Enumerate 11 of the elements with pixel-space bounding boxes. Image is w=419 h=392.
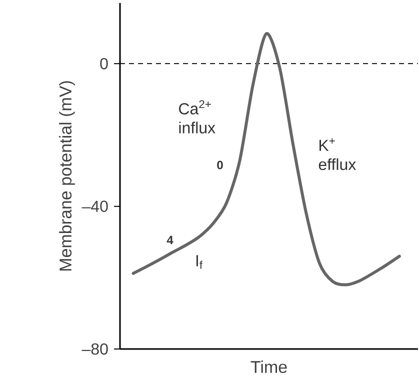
y-tick-label: –80 bbox=[82, 343, 108, 355]
text: K$^{+}$ efflux bbox=[318, 138, 356, 170]
y-tick-label: 0 bbox=[100, 58, 108, 70]
annotation: 4 bbox=[166, 236, 174, 244]
y-axis-title: Membrane potential (mV) bbox=[59, 81, 75, 271]
text: Ca$^{2+}$ influx bbox=[179, 100, 216, 134]
line-series bbox=[132, 32, 401, 286]
annotation: 0 bbox=[217, 160, 223, 170]
y-tick-label: –40 bbox=[82, 200, 108, 212]
x-axis-title: Time bbox=[250, 360, 287, 374]
annotation: I$_{f}$ bbox=[196, 255, 203, 269]
